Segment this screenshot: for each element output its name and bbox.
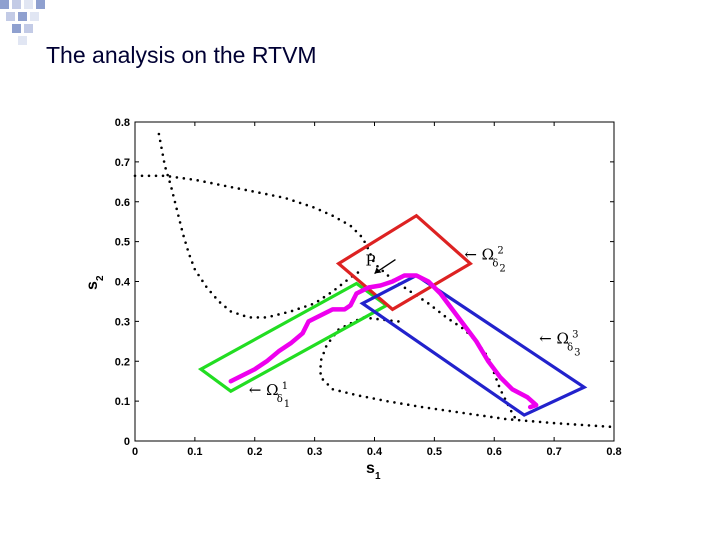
region-box [335, 213, 474, 312]
corner-square [12, 24, 21, 33]
region-label-superscript: 2 [497, 246, 503, 257]
region-label-subscript: δ [277, 394, 283, 405]
region-label-subscript: δ [492, 259, 498, 270]
y-tick-label: 0 [124, 436, 130, 448]
corner-square [12, 0, 21, 9]
region-label-subscript: δ [567, 342, 573, 353]
point-label: P [365, 252, 375, 270]
point-arrowhead [374, 267, 382, 274]
y-tick-label: 0.8 [115, 117, 130, 129]
y-tick-label: 0.7 [115, 157, 130, 169]
dotted-curve [319, 316, 616, 429]
y-tick-label: 0.5 [115, 237, 130, 249]
corner-square [36, 0, 45, 9]
region-label: ← Ω [539, 329, 569, 347]
region-boxes [197, 213, 588, 417]
y-tick-label: 0.3 [115, 316, 130, 328]
y-tick-label: 0.2 [115, 356, 130, 368]
x-tick-label: 0 [132, 446, 138, 458]
region-label-superscript: 3 [572, 329, 578, 340]
y-axis-label-main: s [84, 281, 101, 290]
y-tick-label: 0.4 [115, 277, 131, 289]
corner-square [18, 12, 27, 21]
y-tick-label: 0.1 [115, 396, 130, 408]
corner-square [0, 0, 9, 9]
x-tick-label: 0.8 [606, 446, 621, 458]
y-tick-label: 0.6 [115, 197, 130, 209]
region-label: ← Ω [464, 246, 494, 264]
x-tick-label: 0.5 [427, 446, 442, 458]
x-axis-label: s 1 [366, 460, 381, 482]
region-label-subsubscript: 2 [499, 264, 505, 275]
magenta-trajectory [228, 273, 539, 410]
y-axis-label: s 2 [84, 275, 106, 290]
region-label-subsubscript: 1 [284, 399, 290, 410]
slide-title: The analysis on the RTVM [46, 42, 317, 68]
dotted-nullclines [133, 132, 616, 429]
axis-ticks: 0 0.1 0.2 0.3 0.4 0.5 0.6 0.7 0.8 0 0.1 0.2 0.3 0.4 0.… [115, 117, 622, 458]
corner-square [6, 12, 15, 21]
dotted-curve [157, 132, 364, 319]
region-label: ← Ω [249, 381, 279, 399]
region-label-superscript: 1 [282, 381, 288, 392]
x-tick-label: 0.7 [546, 446, 561, 458]
x-axis-label-sub: 1 [375, 471, 381, 482]
slide-corner-squares-decoration [0, 0, 45, 45]
region-label-subsubscript: 3 [574, 347, 580, 358]
region-box [197, 281, 390, 394]
x-tick-label: 0.4 [367, 446, 383, 458]
x-tick-label: 0.3 [307, 446, 322, 458]
region-annotations: ← Ω 1δ 1← Ω 2δ 2← Ω 3δ 3P [249, 246, 581, 411]
trajectory-path [228, 273, 539, 410]
corner-square [24, 24, 33, 33]
x-tick-label: 0.6 [487, 446, 502, 458]
y-axis-label-sub: 2 [95, 275, 106, 281]
corner-square [30, 12, 39, 21]
plot-area-frame [134, 121, 615, 442]
x-tick-label: 0.1 [187, 446, 202, 458]
region-box [359, 273, 588, 417]
corner-square [18, 36, 27, 45]
dotted-curve [133, 174, 520, 425]
x-tick-label: 0.2 [247, 446, 262, 458]
x-axis-label-main: s [366, 460, 375, 477]
corner-square [24, 0, 33, 9]
